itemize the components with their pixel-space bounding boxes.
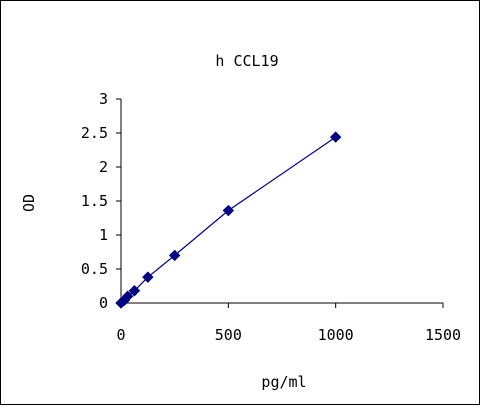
y-tick-group: 0 0.5 1 1.5 2 2.5 3 — [81, 90, 121, 312]
data-point-marker — [142, 271, 154, 283]
y-axis-label: OD — [20, 194, 38, 212]
x-tick-label: 0 — [116, 326, 125, 344]
x-tick-label: 1000 — [318, 326, 354, 344]
data-point-marker — [222, 204, 235, 217]
chart-title: h CCL19 — [215, 52, 278, 70]
y-tick-label: 2 — [99, 158, 108, 176]
y-tick-label: 3 — [99, 90, 108, 108]
x-axis-label: pg/ml — [261, 373, 306, 391]
y-tick-label: 0.5 — [81, 260, 108, 278]
y-tick-label: 0 — [99, 294, 108, 312]
data-point-marker — [128, 285, 141, 297]
x-tick-label: 1500 — [425, 326, 461, 344]
series-layer — [115, 131, 342, 309]
x-tick-group: 0 500 1000 1500 — [116, 303, 461, 344]
x-tick-label: 500 — [215, 326, 242, 344]
y-tick-label: 1 — [99, 226, 108, 244]
data-point-marker — [122, 290, 134, 302]
y-tick-label: 1.5 — [81, 192, 108, 210]
data-point-marker — [168, 249, 181, 262]
data-point-marker — [329, 131, 342, 143]
series-line — [120, 136, 337, 304]
y-tick-label: 2.5 — [81, 124, 108, 142]
